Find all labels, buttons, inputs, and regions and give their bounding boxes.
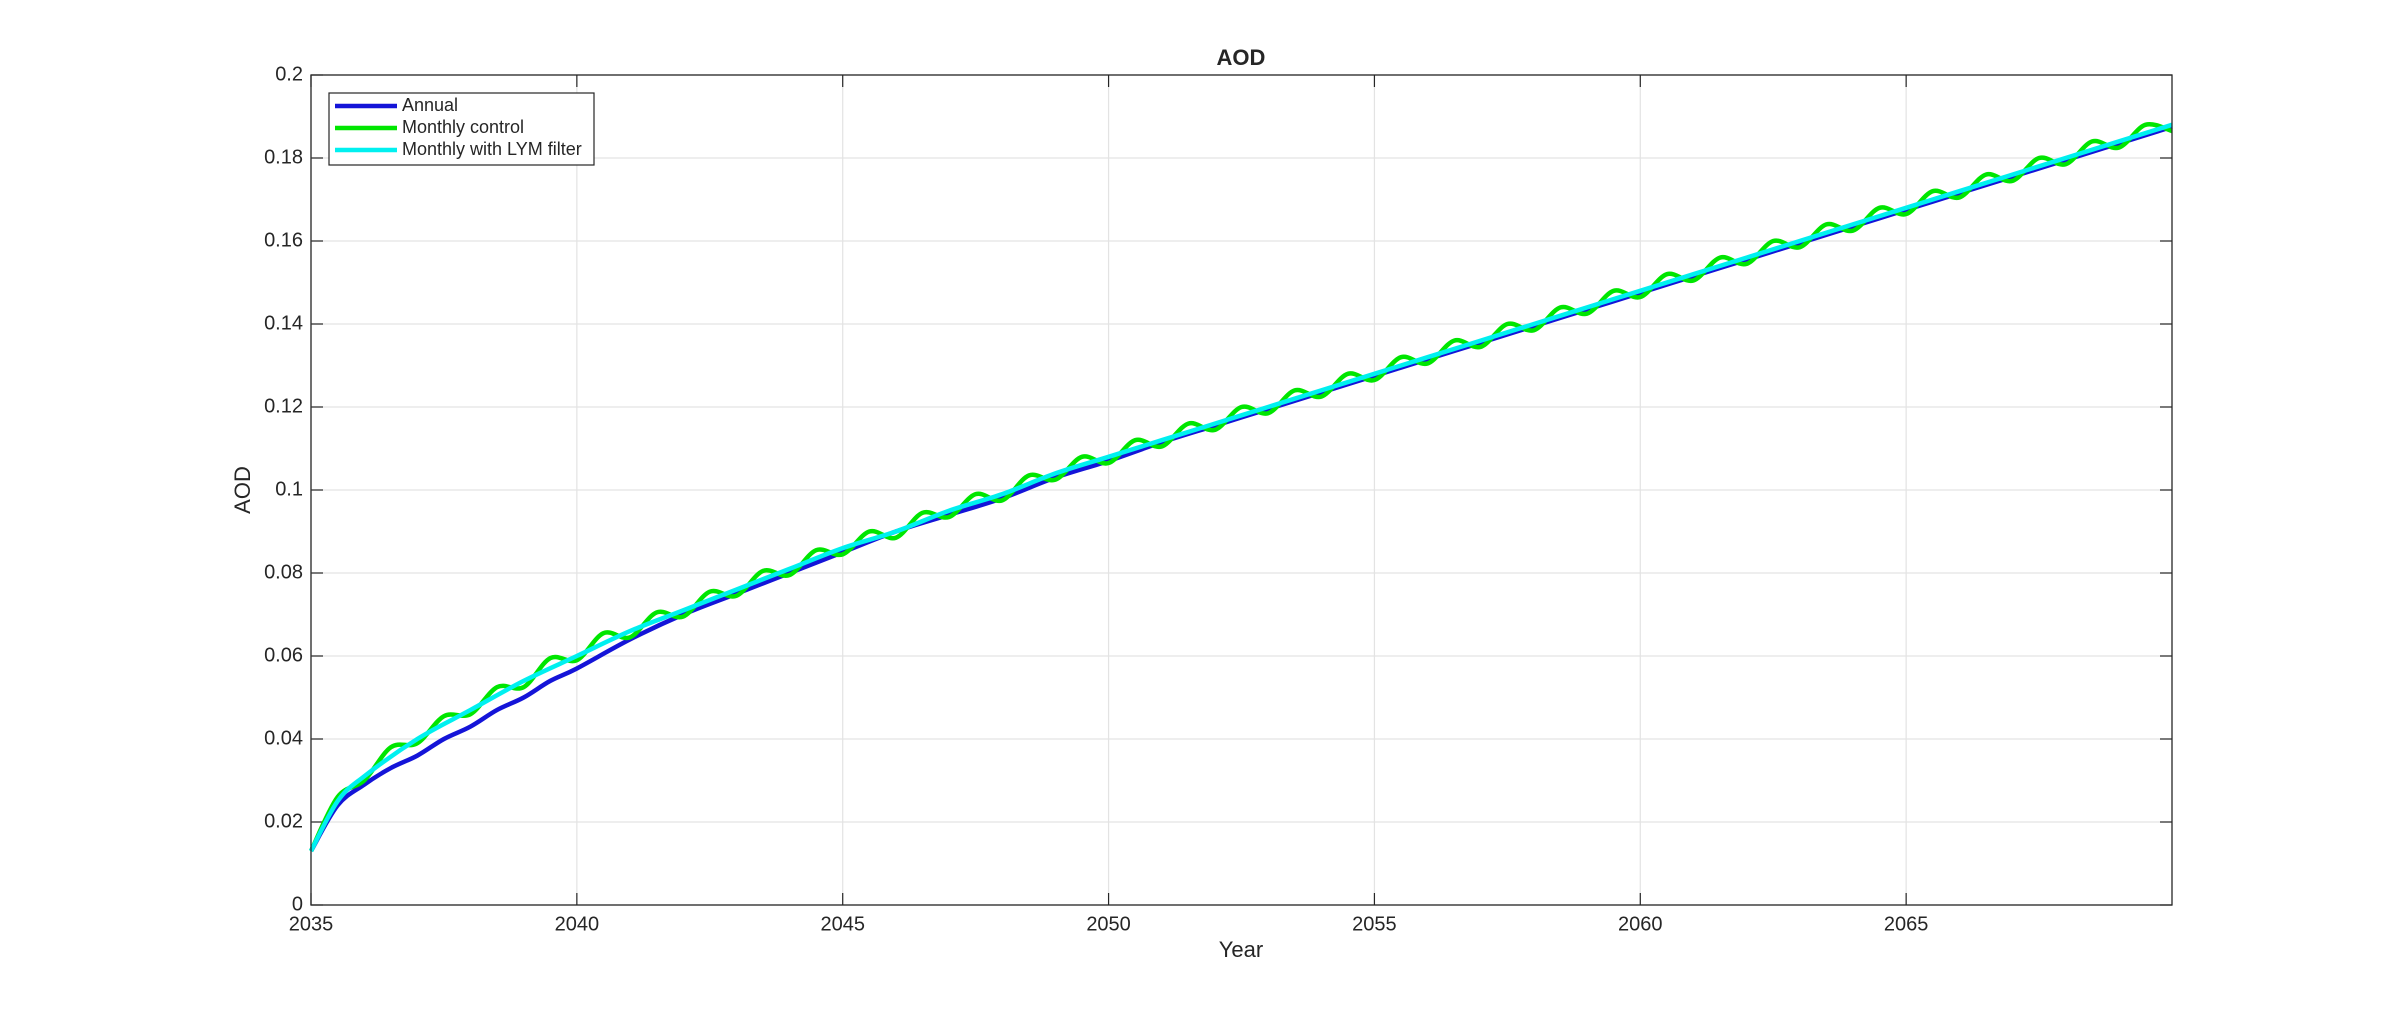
y-tick-label: 0.18 [264,146,303,168]
plot-lines [308,121,2173,853]
y-tick-label: 0.06 [264,644,303,666]
series-line [308,121,2173,853]
x-axis-label: Year [1219,937,1263,962]
x-tick-label: 2055 [1352,913,1397,935]
y-tick-label: 0.16 [264,229,303,251]
x-tick-label: 2040 [555,913,600,935]
x-tick-label: 2065 [1884,913,1929,935]
x-tick-label: 2050 [1086,913,1131,935]
legend-label: Annual [402,95,458,115]
y-tick-label: 0.14 [264,312,303,334]
axes-box [310,74,2173,906]
x-tick-label: 2045 [820,913,865,935]
legend-label: Monthly with LYM filter [402,139,582,159]
y-tick-label: 0.1 [275,478,303,500]
y-tick-label: 0.04 [264,727,303,749]
y-tick-label: 0.08 [264,561,303,583]
x-tick-label: 2035 [289,913,334,935]
y-tick-label: 0 [292,893,303,915]
y-tick-label: 0.2 [275,63,303,85]
x-tick-label: 2060 [1618,913,1663,935]
y-tick-label: 0.02 [264,810,303,832]
y-axis-label: AOD [230,466,255,514]
series-line [309,122,2173,853]
chart-title: AOD [1217,45,1266,70]
legend-label: Monthly control [402,117,524,137]
y-tick-label: 0.12 [264,395,303,417]
